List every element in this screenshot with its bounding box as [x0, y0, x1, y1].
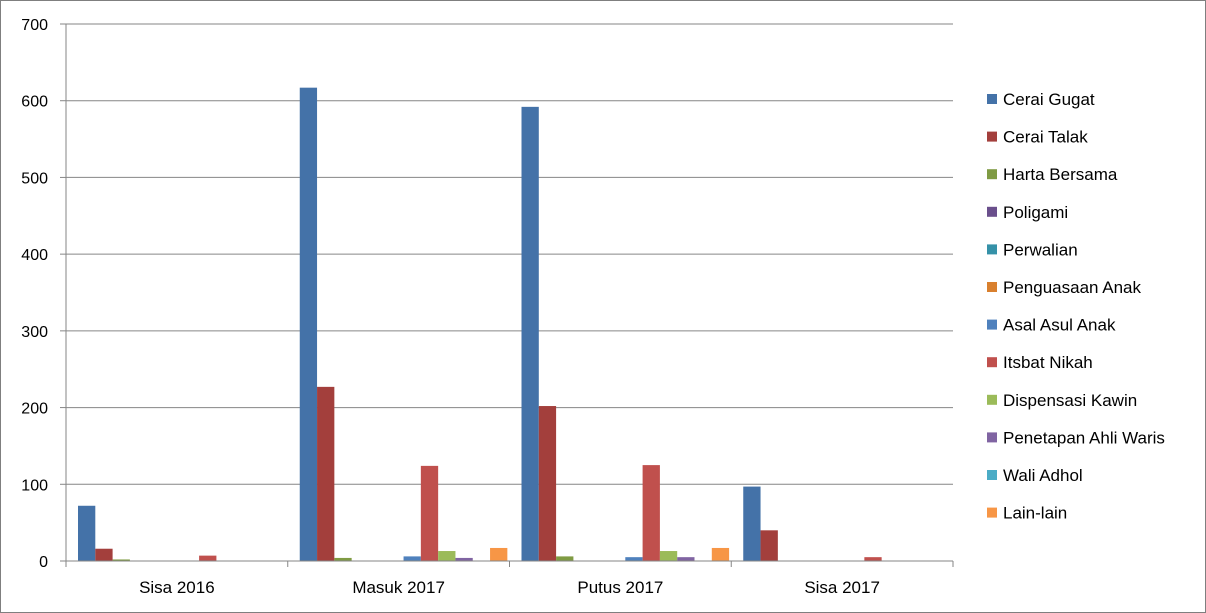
x-axis-categories: Sisa 2016 Masuk 2017 Putus 2017 Sisa 2017 — [139, 578, 880, 597]
bar — [760, 530, 778, 561]
bar — [420, 465, 439, 561]
bar — [556, 556, 574, 561]
y-tick-label: 100 — [21, 477, 48, 494]
y-tick-label: 700 — [21, 17, 48, 34]
x-category-label: Sisa 2016 — [139, 578, 215, 597]
legend-swatch — [987, 319, 997, 330]
x-category-label: Sisa 2017 — [804, 578, 880, 597]
bar — [743, 486, 761, 561]
legend-swatch — [987, 169, 997, 180]
y-tick-label: 0 — [39, 554, 48, 571]
y-axis-ticks: 0 100 200 300 400 500 600 700 — [21, 17, 48, 571]
legend-label: Penguasaan Anak — [1003, 278, 1142, 297]
gridlines — [66, 23, 953, 485]
legend-label: Wali Adhol — [1003, 466, 1083, 485]
bar — [438, 551, 456, 561]
y-tick-label: 200 — [21, 401, 48, 418]
y-tick-label: 300 — [21, 324, 48, 341]
legend-swatch — [987, 432, 997, 443]
bar — [711, 547, 730, 561]
bar — [334, 557, 352, 561]
bar — [95, 548, 113, 561]
legend-swatch — [987, 244, 997, 255]
y-tick-label: 600 — [21, 94, 48, 111]
legend-swatch — [987, 94, 997, 104]
legend-label: Harta Bersama — [1003, 165, 1118, 184]
bar — [317, 386, 335, 561]
legend-swatch — [987, 206, 997, 217]
bars — [78, 87, 882, 562]
bar — [677, 557, 695, 561]
legend-label: Poligami — [1003, 203, 1068, 222]
bar — [625, 557, 643, 561]
legend-swatch — [987, 507, 997, 518]
legend-label: Asal Asul Anak — [1003, 316, 1116, 335]
legend-label: Dispensasi Kawin — [1003, 391, 1137, 410]
bar — [112, 559, 130, 561]
bar — [490, 547, 508, 561]
legend-swatch — [987, 394, 997, 405]
y-tick-label: 500 — [21, 170, 48, 187]
legend-swatch — [987, 282, 997, 292]
bar — [403, 556, 421, 561]
bar — [199, 555, 217, 561]
x-category-label: Masuk 2017 — [352, 578, 445, 597]
bar — [864, 557, 882, 561]
x-category-label: Putus 2017 — [577, 578, 663, 597]
legend-swatch — [987, 470, 997, 480]
legend-label: Cerai Gugat — [1003, 90, 1095, 109]
bar — [642, 465, 660, 561]
bar — [521, 106, 539, 561]
legend-label: Cerai Talak — [1003, 128, 1088, 147]
bar — [299, 87, 318, 562]
legend-label: Lain-lain — [1003, 504, 1067, 523]
bar — [78, 505, 96, 561]
bar — [538, 406, 557, 561]
legend-label: Perwalian — [1003, 240, 1078, 259]
legend-swatch — [987, 131, 997, 142]
bar — [659, 551, 678, 561]
bar — [455, 557, 473, 561]
y-tick-label: 400 — [21, 247, 48, 264]
legend: Cerai Gugat Cerai Talak Harta Bersama Polig… — [987, 90, 1165, 523]
legend-swatch — [987, 357, 997, 368]
legend-label: Itsbat Nikah — [1003, 353, 1093, 372]
axes — [60, 23, 954, 567]
legend-label: Penetapan Ahli Waris — [1003, 428, 1165, 447]
